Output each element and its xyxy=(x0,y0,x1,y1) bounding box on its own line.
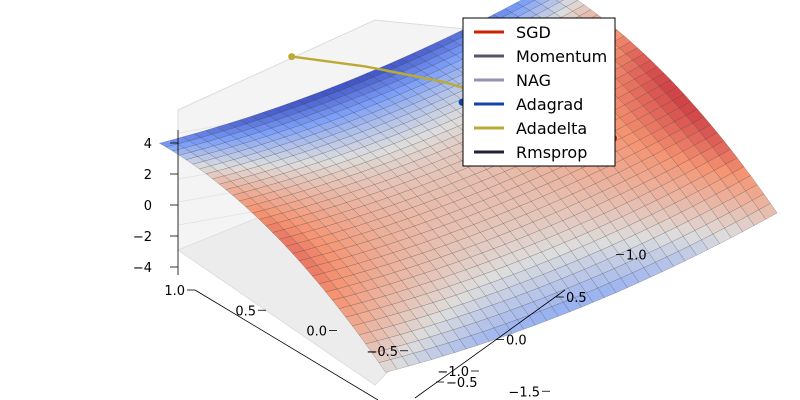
x-tick-label: 0.0 xyxy=(506,334,527,349)
y-tick-label: −1.5 xyxy=(508,385,540,400)
trajectory-marker xyxy=(288,53,296,61)
y-tick-label: 1.0 xyxy=(164,284,185,299)
legend-label: Adagrad xyxy=(516,95,583,114)
z-tick-label: 0 xyxy=(144,199,152,214)
surface-cell xyxy=(378,359,398,373)
z-tick-label: 2 xyxy=(144,168,152,183)
x-tick-label: −0.5 xyxy=(446,376,478,391)
legend-label: Rmsprop xyxy=(516,143,587,162)
legend-label: SGD xyxy=(516,23,551,42)
y-tick-label: 0.5 xyxy=(235,304,256,319)
z-tick-label: 4 xyxy=(144,137,152,152)
axis-ticks: 420−2−41.00.50.0−0.5−1.0−1.51.00.50.0−0.… xyxy=(133,130,647,400)
y-tick-label: 0.0 xyxy=(306,325,327,340)
legend-label: NAG xyxy=(516,71,551,90)
z-tick-label: −2 xyxy=(133,230,152,245)
y-tick-label: −0.5 xyxy=(366,345,398,360)
legend-box xyxy=(462,17,616,167)
legend-label: Momentum xyxy=(516,47,607,66)
x-tick-label: 0.5 xyxy=(566,291,587,306)
z-tick-label: −4 xyxy=(133,261,152,276)
legend-label: Adadelta xyxy=(516,119,587,138)
y-axis-line xyxy=(194,289,379,400)
x-tick-label: 1.0 xyxy=(626,249,647,264)
x-axis-line xyxy=(414,289,566,399)
legend: SGD Momentum NAG Adagrad Adadelta Rmsprop xyxy=(462,17,616,167)
